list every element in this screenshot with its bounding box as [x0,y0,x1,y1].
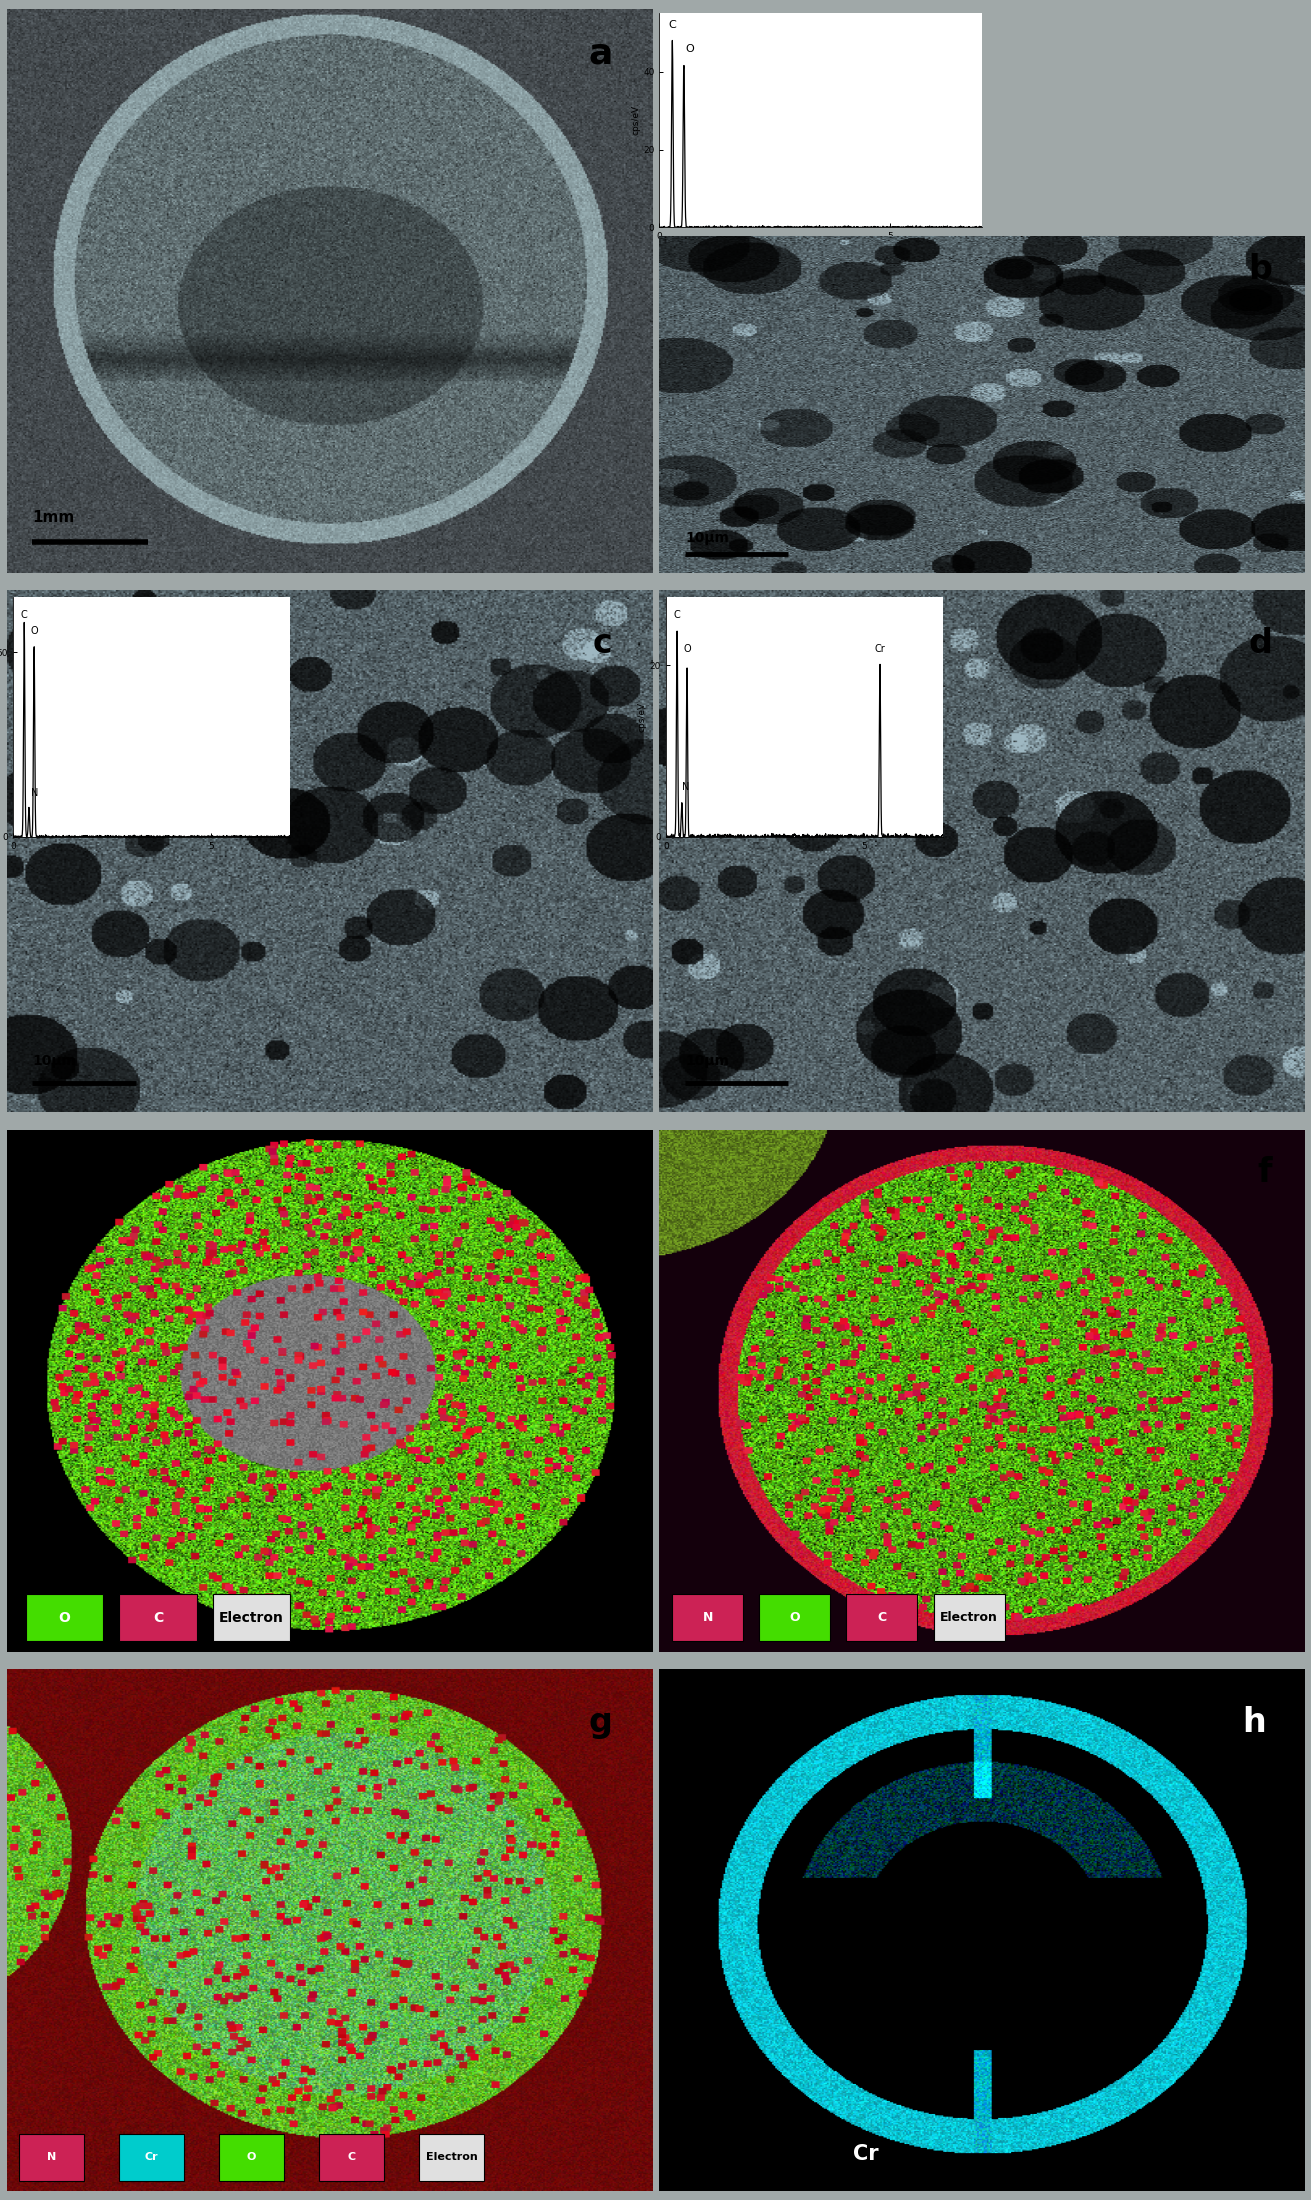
Text: O: O [683,645,691,653]
Text: N: N [682,781,690,792]
Text: Cr: Cr [874,645,885,653]
Text: f: f [1257,1155,1272,1188]
Bar [26,1595,104,1641]
Text: a: a [589,37,612,70]
Bar [673,1595,743,1641]
Text: Electron: Electron [219,1610,284,1626]
Text: Cr: Cr [853,2143,878,2165]
Text: N: N [703,1610,713,1624]
Bar [20,2134,84,2180]
Bar [212,1595,290,1641]
Text: 10μm: 10μm [686,1054,729,1069]
Text: 10μm: 10μm [33,1054,76,1069]
Text: O: O [789,1610,800,1624]
Y-axis label: cps/eV: cps/eV [638,702,646,733]
Text: C: C [347,2152,355,2163]
Bar [219,2134,284,2180]
Text: C: C [674,609,680,620]
Text: 1mm: 1mm [33,510,75,526]
Bar [933,1595,1004,1641]
Text: N: N [31,788,38,799]
Bar [847,1595,918,1641]
Text: O: O [59,1610,71,1626]
Text: h: h [1242,1705,1265,1738]
Text: N: N [47,2152,56,2163]
Bar [759,1595,830,1641]
Bar [119,1595,197,1641]
Text: Cr: Cr [146,2152,159,2163]
Text: O: O [246,2152,257,2163]
Text: c: c [593,627,612,660]
Text: 10μm: 10μm [686,530,729,546]
Text: g: g [589,1705,612,1738]
Bar [320,2134,384,2180]
Text: C: C [153,1610,164,1626]
Text: C: C [877,1610,886,1624]
Y-axis label: cps/eV: cps/eV [632,106,640,136]
Text: O: O [686,44,694,55]
Text: O: O [30,625,38,636]
Text: Electron: Electron [940,1610,998,1624]
Text: d: d [1248,627,1272,660]
Text: Electron: Electron [426,2152,477,2163]
Text: b: b [1248,253,1272,286]
Text: C: C [669,20,676,31]
Bar [420,2134,484,2180]
Bar [119,2134,184,2180]
Text: C: C [21,609,28,620]
